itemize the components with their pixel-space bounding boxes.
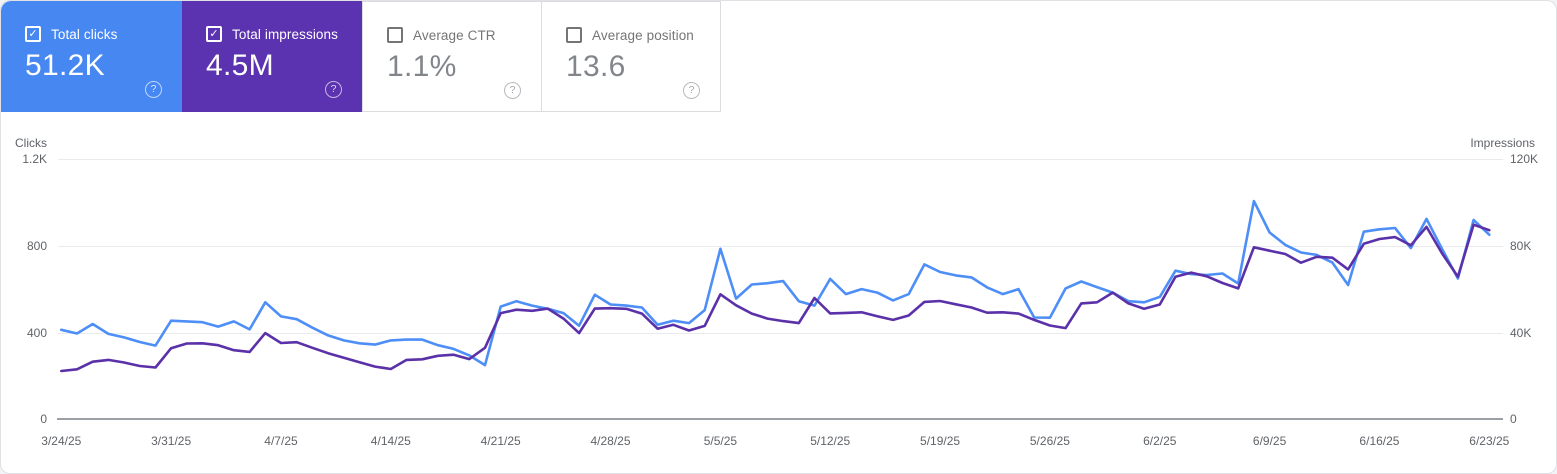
x-axis-label: 5/26/25 [1029, 434, 1070, 448]
x-axis-label: 6/9/25 [1252, 434, 1287, 448]
left-axis-title: Clicks [15, 136, 47, 150]
total-impressions-label: Total impressions [232, 26, 338, 42]
total-impressions-card[interactable]: ✓ Total impressions 4.5M ? [182, 1, 362, 112]
x-axis-label: 4/14/25 [370, 434, 411, 448]
help-icon[interactable]: ? [504, 82, 521, 99]
x-axis-label: 4/21/25 [480, 434, 521, 448]
average-position-card[interactable]: Average position 13.6 ? [542, 1, 721, 112]
help-icon[interactable]: ? [145, 81, 162, 98]
average-ctr-label: Average CTR [413, 27, 496, 43]
total-impressions-checkbox[interactable]: ✓ [206, 26, 222, 42]
x-axis-label: 5/19/25 [920, 434, 961, 448]
total-clicks-value: 51.2K [25, 49, 105, 82]
average-position-value: 13.6 [566, 50, 626, 83]
x-axis-label: 4/7/25 [264, 434, 298, 448]
left-axis-tick: 400 [26, 326, 47, 340]
average-ctr-card[interactable]: Average CTR 1.1% ? [362, 1, 542, 112]
x-axis-label: 6/16/25 [1359, 434, 1400, 448]
average-ctr-value: 1.1% [387, 50, 457, 83]
x-axis-labels: 3/24/25 3/31/25 4/7/25 4/14/25 4/21/25 4/28/2… [1, 434, 1556, 450]
x-axis-label: 5/12/25 [810, 434, 851, 448]
left-axis-tick: 1.2K [22, 152, 47, 166]
total-clicks-checkbox[interactable]: ✓ [25, 26, 41, 42]
left-axis-tick: 0 [40, 412, 47, 426]
average-position-checkbox[interactable] [566, 27, 582, 43]
right-axis-title: Impressions [1470, 136, 1535, 150]
x-axis-label: 5/5/25 [703, 434, 738, 448]
right-axis-tick: 0 [1510, 412, 1517, 426]
right-axis-tick: 80K [1510, 239, 1532, 253]
total-clicks-card[interactable]: ✓ Total clicks 51.2K ? [1, 1, 182, 112]
x-axis-label: 6/2/25 [1143, 434, 1177, 448]
x-axis-label: 4/28/25 [590, 434, 631, 448]
left-axis-tick: 800 [26, 239, 47, 253]
x-axis-line [57, 418, 1503, 420]
metric-cards-row: ✓ Total clicks 51.2K ? ✓ Total impressio… [1, 1, 1556, 112]
x-axis-label: 6/23/25 [1469, 434, 1510, 448]
gridline [58, 159, 1503, 160]
help-icon[interactable]: ? [325, 81, 342, 98]
right-axis-tick: 40K [1510, 326, 1532, 340]
x-axis-label: 3/31/25 [151, 434, 192, 448]
total-clicks-label: Total clicks [51, 26, 118, 42]
right-axis-tick: 120K [1510, 152, 1539, 166]
gridline [58, 333, 1503, 334]
total-impressions-value: 4.5M [206, 49, 274, 82]
clicks-line [59, 199, 1491, 367]
average-ctr-checkbox[interactable] [387, 27, 403, 43]
help-icon[interactable]: ? [683, 82, 700, 99]
gridline [58, 246, 1503, 247]
average-position-label: Average position [592, 27, 694, 43]
x-axis-label: 3/24/25 [41, 434, 82, 448]
